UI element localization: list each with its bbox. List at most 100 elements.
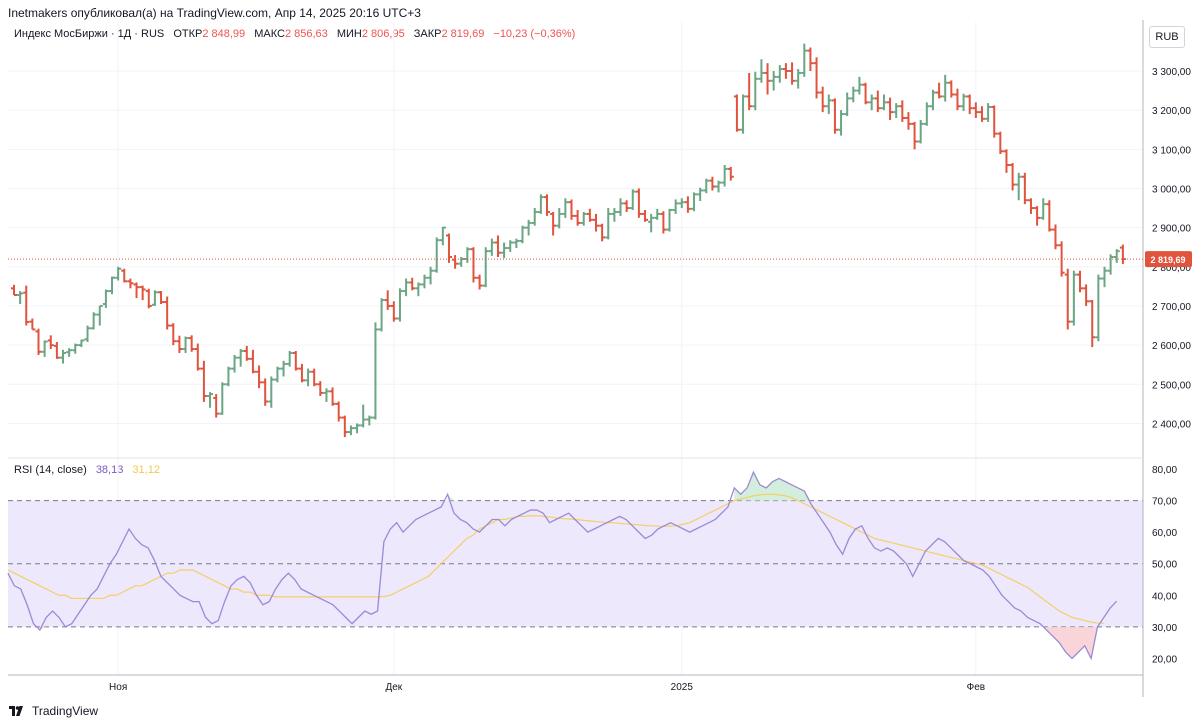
ohlc-bar xyxy=(1021,172,1028,205)
ohlc-bar xyxy=(1101,266,1108,288)
ohlc-bar xyxy=(874,90,881,113)
ohlc-bar xyxy=(746,72,753,111)
ohlc-bar xyxy=(127,278,134,289)
ohlc-bar xyxy=(838,110,845,136)
ohlc-bar xyxy=(445,233,452,263)
ohlc-bar xyxy=(525,219,532,236)
price-tick-label: 3 300,00 xyxy=(1152,67,1191,78)
rsi-ma-value: 31,12 xyxy=(132,464,160,476)
ohlc-bar xyxy=(341,415,348,438)
oversold-fill xyxy=(39,626,1098,659)
ohlc-bar xyxy=(819,86,826,113)
ohlc-bar xyxy=(740,94,747,134)
last-price-label: 2 819,69 xyxy=(1150,255,1185,265)
ohlc-bar xyxy=(850,86,857,103)
ohlc-bar xyxy=(709,176,716,191)
ohlc-bar xyxy=(1003,149,1010,173)
currency-button[interactable]: RUB xyxy=(1149,26,1185,48)
ohlc-bar xyxy=(231,354,238,373)
ohlc-bar xyxy=(452,255,459,269)
ohlc-bar xyxy=(409,277,416,291)
ohlc-bar xyxy=(194,343,201,371)
ohlc-bar xyxy=(985,103,992,122)
ohlc-bar xyxy=(415,282,422,297)
ohlc-bar xyxy=(1040,198,1047,220)
overbought-fill xyxy=(447,472,811,501)
price-tick-label: 2 800,00 xyxy=(1152,263,1191,274)
ohlc-bar xyxy=(574,210,581,226)
ohlc-bar xyxy=(249,349,256,374)
ohlc-bar xyxy=(960,93,967,111)
ohlc-bar xyxy=(139,285,146,301)
rsi-tick-label: 80,00 xyxy=(1152,465,1177,476)
ohlc-bar xyxy=(844,92,851,117)
ohlc-bar xyxy=(501,242,508,259)
ohlc-bar xyxy=(366,415,373,426)
ohlc-bar xyxy=(531,208,538,226)
ohlc-bar xyxy=(41,340,48,357)
ohlc-bar xyxy=(188,335,195,352)
ohlc-bar xyxy=(691,192,698,212)
ohlc-bar xyxy=(1015,172,1022,201)
ohlc-bar xyxy=(507,240,514,252)
ohlc-bar xyxy=(635,188,642,218)
price-tick-label: 2 600,00 xyxy=(1152,341,1191,352)
ohlc-bar xyxy=(72,343,79,354)
ohlc-bar xyxy=(703,178,710,194)
ohlc-bar xyxy=(1070,270,1077,326)
ohlc-bar xyxy=(262,378,269,406)
ohlc-bar xyxy=(29,318,36,331)
ohlc-bar xyxy=(654,208,661,220)
ohlc-bar xyxy=(629,189,636,211)
ohlc-bar xyxy=(1083,284,1090,306)
ohlc-bar xyxy=(648,213,655,233)
ohlc-bar xyxy=(347,425,354,436)
ohlc-bar xyxy=(219,382,226,415)
ohlc-bar xyxy=(329,387,336,406)
ohlc-bar xyxy=(66,348,73,357)
ohlc-bar xyxy=(513,238,520,249)
ohlc-bar xyxy=(776,65,783,83)
ohlc-bar xyxy=(519,225,526,244)
ohlc-bar xyxy=(752,71,759,111)
ohlc-bar xyxy=(642,210,649,222)
ohlc-bar xyxy=(899,100,906,122)
ohlc-bar xyxy=(911,121,918,150)
rsi-lines xyxy=(7,470,1118,661)
ohlc-bar xyxy=(482,247,489,288)
ohlc-bar xyxy=(488,238,495,256)
rsi-line xyxy=(7,470,1118,661)
open-value: 2 848,99 xyxy=(202,28,246,40)
ohlc-bar xyxy=(862,82,869,105)
ohlc-bar xyxy=(991,105,998,138)
brand-name: TradingView xyxy=(32,704,99,718)
ohlc-bar xyxy=(929,89,936,111)
ohlc-bar xyxy=(936,82,943,99)
ohlc-bar xyxy=(825,94,832,115)
ohlc-bar xyxy=(611,208,618,222)
ohlc-bar xyxy=(151,290,158,306)
price-bars xyxy=(11,43,1126,438)
ohlc-bar xyxy=(1089,300,1096,348)
ohlc-bar xyxy=(715,180,722,193)
ohlc-bar xyxy=(109,276,116,295)
ohlc-bar xyxy=(145,288,152,309)
rsi-tick-label: 30,00 xyxy=(1152,623,1177,634)
ohlc-bar xyxy=(378,298,385,332)
ohlc-bar xyxy=(537,194,544,214)
ohlc-bar xyxy=(623,200,630,212)
time-tick-label: Дек xyxy=(385,682,402,693)
ohlc-bar xyxy=(464,247,471,263)
time-tick-label: Ноя xyxy=(109,682,127,693)
ohlc-bar xyxy=(1052,224,1059,250)
ohlc-bar xyxy=(593,213,600,232)
ohlc-bar xyxy=(617,198,624,216)
ohlc-bar xyxy=(243,345,250,361)
ohlc-bar xyxy=(323,388,330,402)
ohlc-bar xyxy=(917,119,924,144)
ohlc-bar xyxy=(1076,270,1083,293)
ohlc-bar xyxy=(1034,206,1041,226)
ohlc-bar xyxy=(972,102,979,118)
ohlc-bar xyxy=(372,322,379,420)
